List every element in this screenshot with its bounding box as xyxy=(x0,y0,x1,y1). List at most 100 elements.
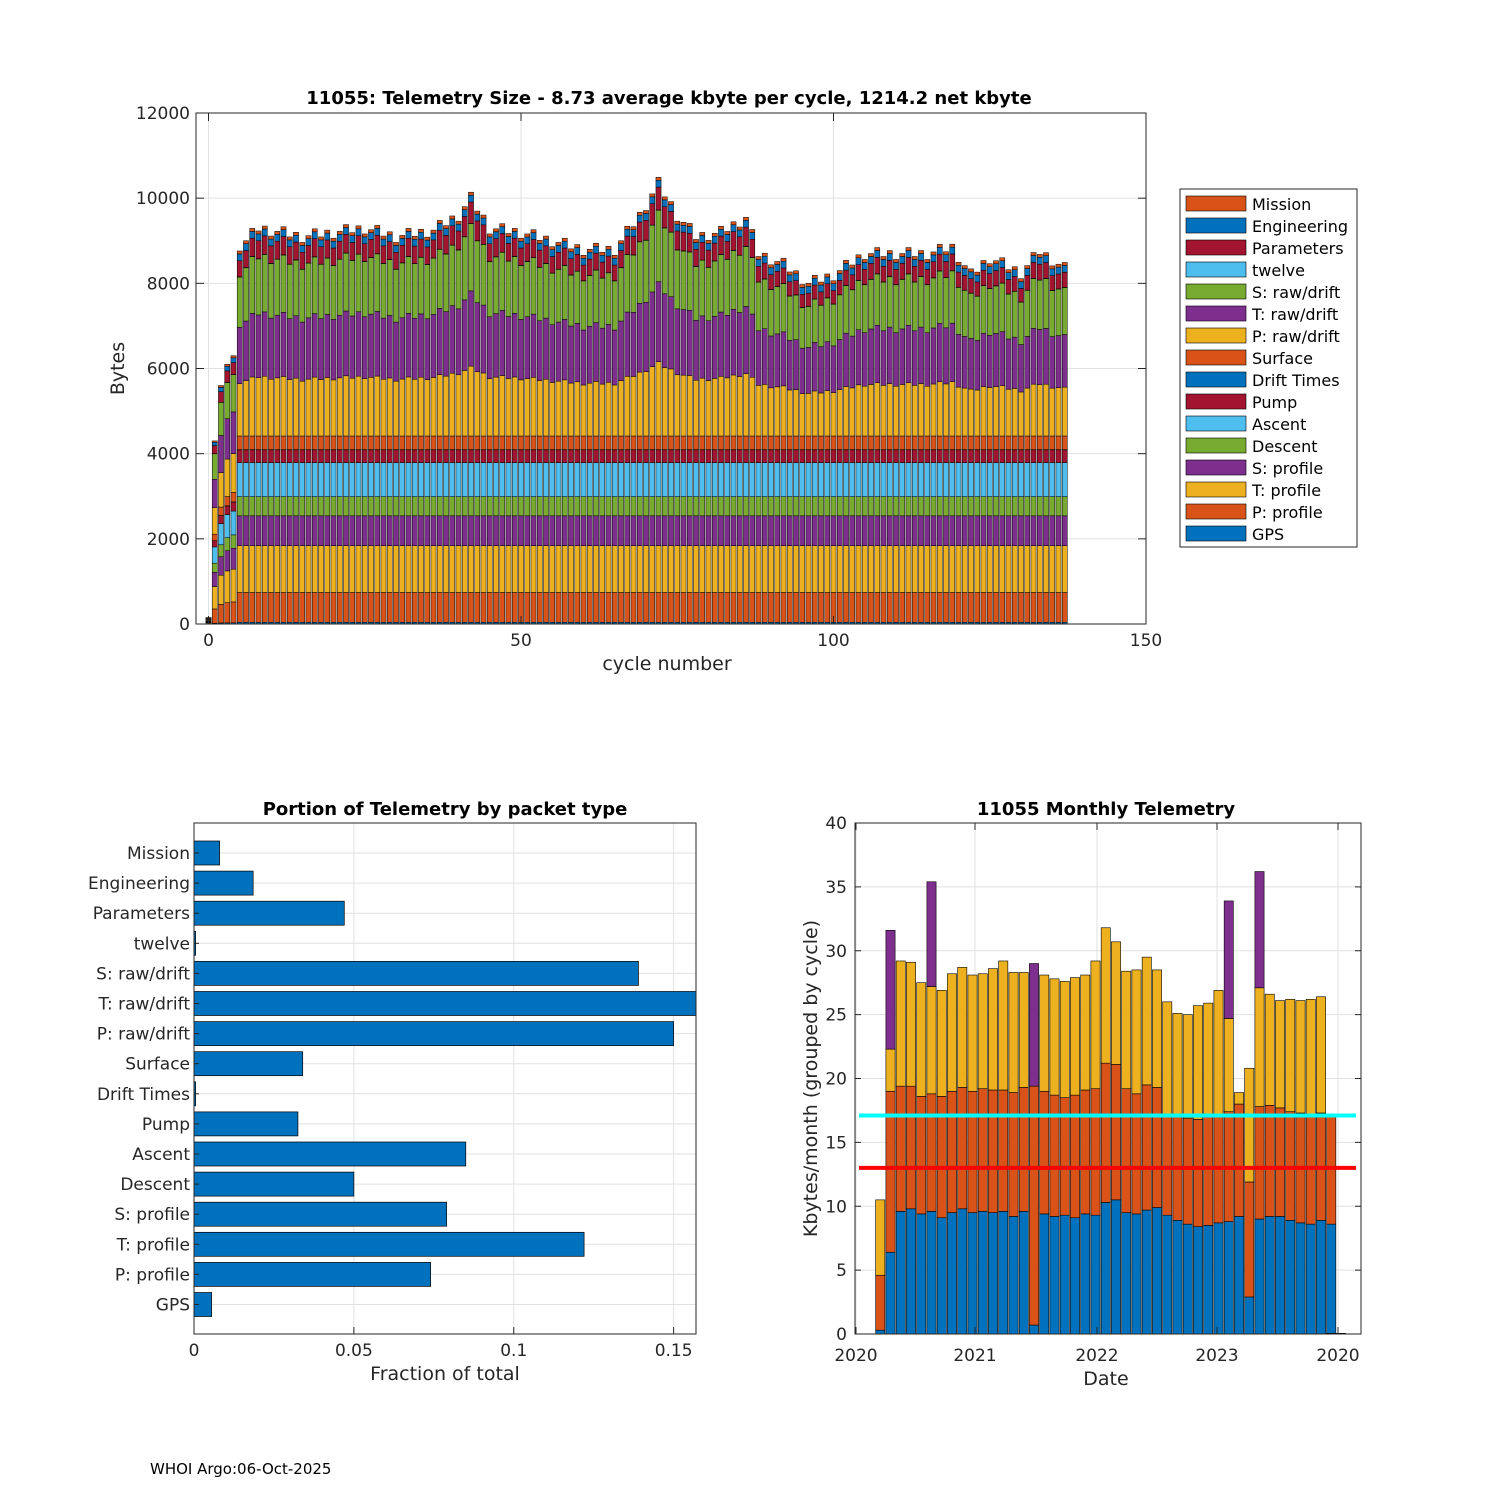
bar-segment xyxy=(799,284,806,288)
bar-segment xyxy=(1018,449,1024,463)
bar-segment xyxy=(961,462,968,497)
bar-segment xyxy=(543,496,549,517)
bar-segment xyxy=(924,269,931,285)
bar-segment xyxy=(249,515,256,546)
bar-segment xyxy=(643,515,649,546)
bar-segment xyxy=(324,314,331,378)
bar-segment xyxy=(624,515,631,546)
bar-segment xyxy=(774,435,781,450)
bar-segment xyxy=(1285,1220,1296,1335)
bar-segment xyxy=(424,462,431,497)
bar-segment xyxy=(1024,435,1031,450)
x-tick-label: 0.1 xyxy=(500,1341,527,1361)
bar-segment xyxy=(1043,435,1049,450)
bar-segment xyxy=(536,435,543,450)
bar-segment xyxy=(599,449,606,463)
bar-segment xyxy=(411,317,418,380)
bar-segment xyxy=(480,545,487,593)
bar-segment xyxy=(268,235,274,240)
bar-segment xyxy=(243,435,249,450)
bar-segment xyxy=(224,363,231,367)
y-tick-label: 5 xyxy=(836,1261,847,1281)
bar-segment xyxy=(361,449,368,463)
bar-segment xyxy=(286,592,293,623)
bar-segment xyxy=(968,496,974,517)
bar-segment xyxy=(818,291,824,306)
bar-segment xyxy=(693,515,699,546)
bar-segment xyxy=(599,261,606,279)
bar-segment xyxy=(924,496,931,517)
bar-segment xyxy=(886,515,893,546)
bar-segment xyxy=(255,377,262,437)
bar-segment xyxy=(1275,1216,1285,1335)
bar-segment xyxy=(255,435,262,450)
bar-segment xyxy=(993,545,999,593)
bar-segment xyxy=(611,254,618,259)
bar-segment xyxy=(749,592,756,623)
bar-segment xyxy=(655,515,662,546)
bar-segment xyxy=(480,496,487,517)
bar-segment xyxy=(568,592,574,623)
bar-segment xyxy=(430,515,437,546)
bar-segment xyxy=(1121,970,1132,1090)
bar-segment xyxy=(386,462,393,497)
bar-segment xyxy=(630,226,637,230)
bar-segment xyxy=(530,462,537,497)
bar-segment xyxy=(386,435,393,450)
bar-segment xyxy=(924,462,931,497)
bar-segment xyxy=(999,515,1006,546)
bar-segment xyxy=(926,881,937,987)
axes-box xyxy=(193,822,697,1335)
bar-segment xyxy=(899,462,906,497)
bar-segment xyxy=(868,256,874,264)
bar-segment xyxy=(549,324,556,383)
bar-segment xyxy=(961,515,968,546)
bar-segment xyxy=(874,496,881,517)
bar-segment xyxy=(1030,462,1037,497)
bar-segment xyxy=(830,280,837,285)
bar-segment xyxy=(624,449,631,463)
bar-segment xyxy=(686,375,693,437)
bar-segment xyxy=(386,545,393,593)
bar-segment xyxy=(349,260,356,317)
bar-segment xyxy=(230,501,237,512)
footer-stamp: WHOI Argo:06-Oct-2025 xyxy=(150,1460,332,1478)
bar-segment xyxy=(1141,956,1152,1086)
bar-segment xyxy=(1036,257,1043,265)
bar-segment xyxy=(980,333,987,387)
bar-segment xyxy=(1018,1211,1029,1335)
bar-segment xyxy=(1162,1214,1173,1335)
bar-segment xyxy=(280,376,287,437)
legend-swatch xyxy=(1185,239,1247,256)
bar-segment xyxy=(718,449,724,463)
bar-segment xyxy=(1049,435,1056,450)
bar-segment xyxy=(555,462,562,497)
bar-segment xyxy=(718,515,724,546)
bar-segment xyxy=(518,247,524,266)
bar-segment xyxy=(874,247,881,251)
bar-segment xyxy=(961,545,968,593)
bar-segment xyxy=(661,462,668,497)
bar-segment xyxy=(855,384,862,437)
bar-segment xyxy=(705,320,712,381)
bar-segment xyxy=(974,340,981,391)
bar-segment xyxy=(930,545,937,593)
bar-segment xyxy=(899,496,906,517)
bar-segment xyxy=(555,242,562,246)
bar-segment xyxy=(586,249,593,253)
bar-segment xyxy=(998,1211,1009,1335)
bar-segment xyxy=(661,545,668,593)
bar-segment xyxy=(1018,344,1024,393)
bar-segment xyxy=(218,515,224,524)
bar-segment xyxy=(780,257,787,262)
bar-segment xyxy=(230,534,237,549)
bar-segment xyxy=(761,278,768,330)
bar-segment xyxy=(605,545,612,593)
bar-segment xyxy=(780,435,787,450)
bar-segment xyxy=(249,545,256,593)
bar-segment xyxy=(1030,545,1037,593)
bar-segment xyxy=(1049,592,1056,623)
bar-segment xyxy=(893,332,899,387)
bar-segment xyxy=(905,462,912,497)
legend-swatch xyxy=(1185,305,1247,322)
